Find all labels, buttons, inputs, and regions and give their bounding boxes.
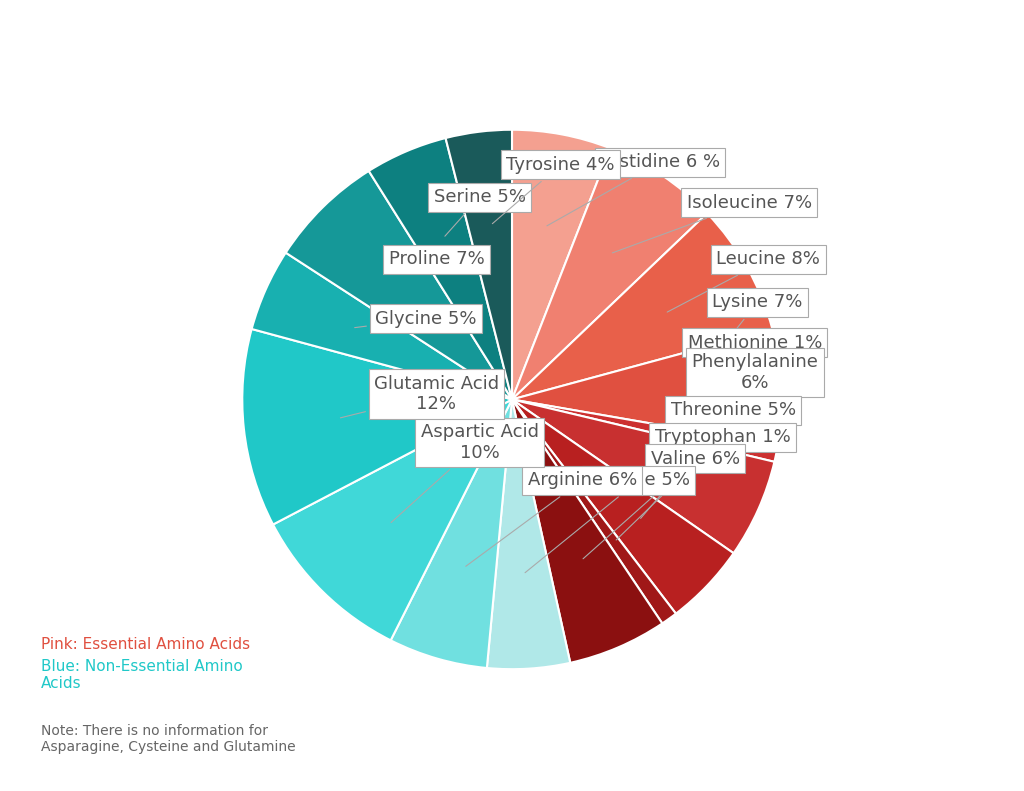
Wedge shape [512,214,772,399]
Text: Methionine 1%: Methionine 1% [685,334,822,433]
Text: Serine 5%: Serine 5% [433,188,525,237]
Text: Leucine 8%: Leucine 8% [668,250,820,312]
Wedge shape [273,399,512,641]
Wedge shape [486,399,570,669]
Text: Valine 6%: Valine 6% [583,450,740,558]
Wedge shape [391,399,512,668]
Text: Pink: Essential Amino Acids: Pink: Essential Amino Acids [41,637,250,652]
Text: Glutamic Acid
12%: Glutamic Acid 12% [340,375,499,418]
Text: Tyrosine 4%: Tyrosine 4% [493,156,614,224]
Wedge shape [286,171,512,399]
Text: Lysine 7%: Lysine 7% [689,293,803,389]
Wedge shape [512,399,733,614]
Text: Glycine 5%: Glycine 5% [354,309,476,327]
Text: Threonine 5%: Threonine 5% [641,401,796,518]
Wedge shape [512,399,774,553]
Wedge shape [512,329,781,445]
Text: Aspartic Acid
10%: Aspartic Acid 10% [391,423,539,523]
Wedge shape [445,130,512,399]
Wedge shape [512,399,676,623]
Wedge shape [512,130,610,399]
Text: Proline 7%: Proline 7% [388,250,484,274]
Text: Note: There is no information for
Asparagine, Cysteine and Glutamine: Note: There is no information for Aspara… [41,725,296,755]
Text: Phenylalanine
6%: Phenylalanine 6% [674,353,818,469]
Wedge shape [369,138,512,399]
Text: Blue: Non-Essential Amino
Acids: Blue: Non-Essential Amino Acids [41,659,243,691]
Text: Isoleucine 7%: Isoleucine 7% [612,194,812,253]
Wedge shape [243,329,512,524]
Text: Arginine 6%: Arginine 6% [466,471,637,566]
Wedge shape [512,399,778,462]
Text: Tryptophan 1%: Tryptophan 1% [616,428,791,540]
Wedge shape [512,149,708,399]
Text: Histidine 6 %: Histidine 6 % [547,153,720,225]
Wedge shape [512,399,663,663]
Wedge shape [252,252,512,399]
Text: Alanine 5%: Alanine 5% [525,471,690,573]
